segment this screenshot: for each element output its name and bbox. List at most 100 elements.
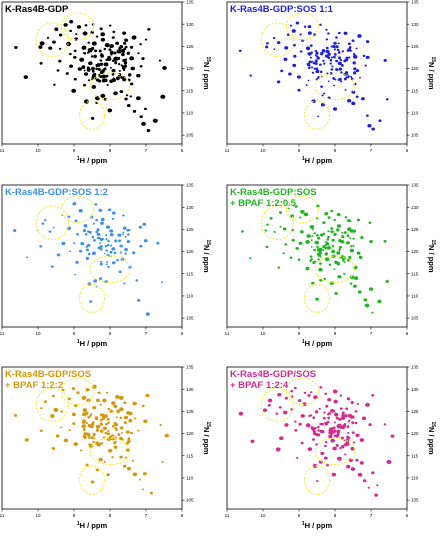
peak (336, 456, 342, 461)
peak (324, 441, 328, 444)
peak (139, 115, 143, 119)
y-tick-label: 115 (411, 453, 419, 458)
peak (333, 48, 337, 51)
peak (325, 38, 329, 41)
peak (289, 24, 293, 27)
peak (113, 51, 117, 55)
peak (87, 423, 91, 428)
peak (95, 468, 99, 472)
x-tick-label: 9 (298, 513, 301, 518)
peak (106, 261, 109, 264)
peak (131, 459, 135, 462)
peak (315, 297, 319, 301)
panel-6: 11 10 9 8 7 6 105 110 115 120 125 130 135 1H / ppm 15N… (225, 365, 436, 530)
peak (107, 240, 110, 243)
peak (147, 28, 151, 31)
peak (335, 45, 339, 49)
peak (357, 290, 362, 294)
peak (100, 418, 102, 421)
y-tick-label: 135 (411, 365, 419, 370)
peak (124, 248, 128, 252)
peak (105, 234, 108, 237)
peak (51, 394, 55, 398)
panel-title: + BPAF 1:2:2 (5, 380, 63, 391)
peak (121, 49, 126, 53)
peak (96, 228, 100, 232)
peak (135, 96, 141, 101)
peak (13, 229, 17, 232)
peak (99, 277, 103, 280)
peak (122, 41, 127, 45)
panel-1: 11 10 9 8 7 6 105 110 115 120 125 130 135 1H / ppm 15N… (0, 0, 211, 165)
peak (99, 403, 102, 406)
peak (343, 261, 346, 264)
peak (94, 49, 98, 53)
peak (341, 234, 344, 237)
peak (46, 36, 50, 39)
peak (44, 219, 47, 222)
peak (339, 58, 343, 62)
peak (60, 410, 63, 413)
peak (63, 438, 69, 443)
peak (139, 65, 143, 68)
peak (331, 439, 333, 442)
peak (328, 428, 332, 432)
peak (238, 49, 242, 52)
peak (95, 441, 99, 446)
peak (129, 45, 134, 49)
peak (305, 423, 311, 428)
peak (139, 244, 143, 248)
peak (309, 224, 315, 229)
peak (279, 225, 282, 228)
peak (326, 238, 329, 241)
peak (300, 209, 305, 214)
peak (99, 422, 103, 426)
peak (97, 236, 101, 240)
peak (105, 75, 108, 78)
peak (93, 239, 96, 242)
peak (116, 76, 120, 79)
peak (346, 234, 350, 238)
peak (119, 436, 123, 440)
peak (123, 282, 126, 285)
peak (100, 37, 106, 42)
peak (101, 416, 106, 420)
peak (371, 127, 375, 131)
peak (353, 276, 359, 280)
peak (279, 211, 283, 214)
peak (103, 62, 109, 67)
peak (343, 231, 347, 235)
peak (324, 444, 327, 448)
peak (355, 47, 358, 50)
peak (13, 413, 18, 417)
peak (350, 245, 353, 248)
peak (39, 41, 45, 46)
peak (336, 224, 342, 228)
peak (132, 251, 136, 255)
peak (310, 66, 314, 69)
peak (82, 408, 87, 413)
peak (349, 237, 351, 240)
peak (275, 412, 279, 415)
peak (124, 235, 127, 238)
x-tick-label: 9 (73, 513, 76, 518)
peak (41, 222, 45, 225)
peak (103, 47, 107, 51)
x-axis-label: 1H / ppm (302, 156, 333, 165)
peak (99, 414, 102, 417)
y-tick-label: 110 (186, 476, 194, 481)
peak (94, 203, 98, 206)
peak (295, 21, 300, 25)
peak (119, 251, 122, 254)
peak (322, 244, 326, 249)
y-tick-label: 135 (186, 365, 194, 370)
peak (276, 41, 281, 45)
peak (349, 229, 354, 233)
peak (352, 52, 356, 56)
y-tick-label: 110 (186, 294, 194, 299)
peak (89, 414, 92, 417)
peak (317, 429, 320, 432)
peak (95, 218, 99, 222)
panel-title: K-Ras4B-GDP (5, 4, 69, 15)
